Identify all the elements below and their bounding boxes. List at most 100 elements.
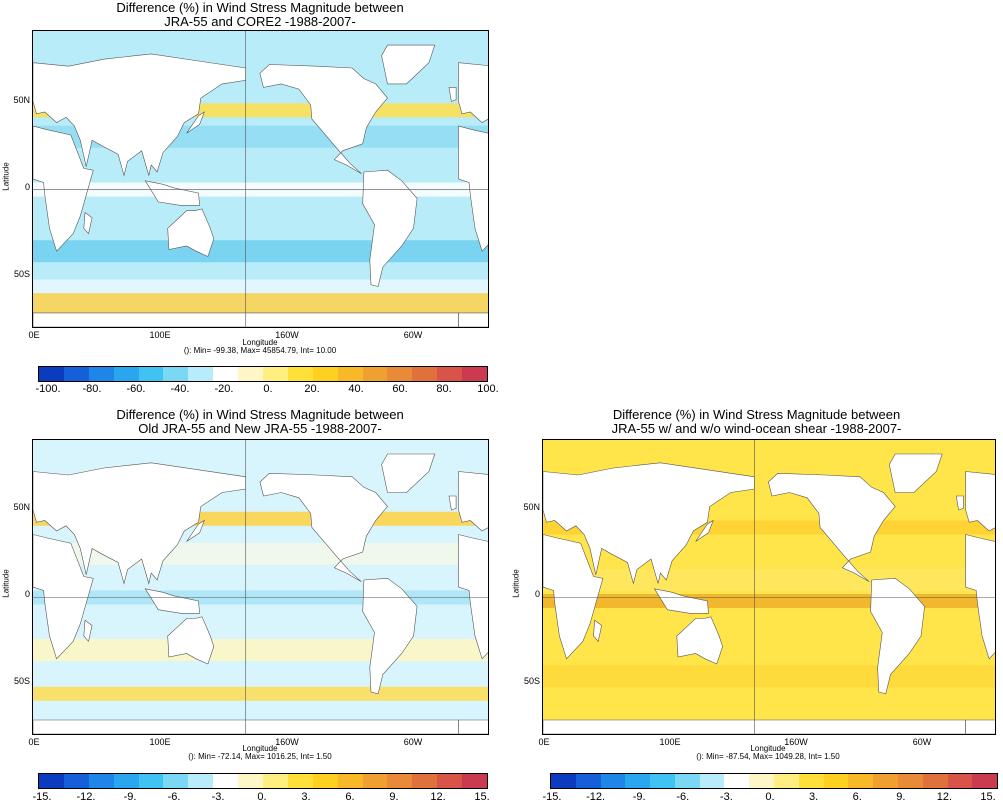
colorbar-swatch bbox=[362, 774, 388, 788]
land-greenland bbox=[381, 44, 436, 85]
colorbar-tick-label: 80. bbox=[436, 383, 452, 395]
colorbar-tick-label: -6. bbox=[676, 791, 690, 803]
land-africa bbox=[33, 125, 94, 252]
colorbar-swatch bbox=[113, 367, 139, 381]
land-africa bbox=[33, 534, 94, 660]
colorbar-tick-label: 3. bbox=[301, 791, 311, 803]
colorbar-tick-label: -20. bbox=[214, 383, 234, 395]
colorbar-swatch bbox=[650, 774, 675, 788]
map-shear bbox=[542, 439, 996, 735]
colorbar-swatch bbox=[263, 774, 288, 788]
colorbar-swatch bbox=[39, 774, 64, 788]
panel-title-line2: JRA-55 and CORE2 -1988-2007- bbox=[164, 14, 356, 29]
colorbar-swatch bbox=[774, 774, 799, 788]
colorbar-swatch bbox=[337, 774, 363, 788]
colorbar-swatch bbox=[699, 774, 725, 788]
colorbar-tick-label: 3. bbox=[809, 791, 819, 803]
xtick-60w: 60W bbox=[403, 737, 423, 747]
colorbar-swatch bbox=[88, 367, 114, 381]
land-namerica bbox=[259, 64, 388, 174]
land-samerica bbox=[362, 169, 418, 287]
colorbar-swatch bbox=[213, 774, 239, 788]
colorbar-swatch bbox=[798, 774, 824, 788]
colorbar-tick-label: 6. bbox=[852, 791, 862, 803]
colorbar-tick-label: 40. bbox=[348, 383, 364, 395]
panel-shear: Difference (%) in Wind Stress Magnitude … bbox=[510, 407, 1003, 807]
colorbar-swatch bbox=[238, 367, 264, 381]
land-japan bbox=[186, 519, 205, 542]
land-indonesia bbox=[653, 588, 709, 614]
land-antarctica bbox=[965, 719, 995, 734]
colorbar-tick-label: -12. bbox=[76, 791, 96, 803]
colorbar-swatch bbox=[848, 774, 874, 788]
land-uk bbox=[955, 495, 964, 511]
ytick-50s: 50S bbox=[13, 676, 30, 686]
colorbar-tick-label: -6. bbox=[167, 791, 181, 803]
ytick-50s: 50S bbox=[523, 676, 540, 686]
map-core2 bbox=[32, 30, 489, 328]
field-band bbox=[543, 569, 995, 591]
colorbar-swatch bbox=[823, 774, 849, 788]
colorbar-swatch bbox=[437, 774, 463, 788]
xtick-60w: 60W bbox=[403, 330, 423, 340]
xtick-0e: 0E bbox=[28, 737, 40, 747]
colorbar-tick-label: -3. bbox=[211, 791, 225, 803]
colorbar bbox=[38, 773, 488, 789]
colorbar-tick-label: 9. bbox=[389, 791, 399, 803]
colorbar bbox=[38, 366, 488, 382]
land-eurasia bbox=[458, 62, 488, 123]
colorbar-swatch bbox=[188, 774, 214, 788]
field-band bbox=[33, 240, 488, 263]
colorbar-tick-label: 12. bbox=[430, 791, 446, 803]
panel-title-line1: Difference (%) in Wind Stress Magnitude … bbox=[116, 0, 404, 15]
colorbar-tick-label: -40. bbox=[170, 383, 190, 395]
colorbar-swatch bbox=[337, 367, 363, 381]
colorbar-tick-label: -15. bbox=[542, 791, 562, 803]
land-japan bbox=[186, 111, 205, 134]
ytick-0: 0 bbox=[24, 589, 30, 599]
panel-title-line2: Old JRA-55 and New JRA-55 -1988-2007- bbox=[138, 421, 382, 436]
colorbar-swatch bbox=[600, 774, 626, 788]
xtick-100e: 100E bbox=[149, 330, 171, 340]
colorbar-tick-label: -60. bbox=[126, 383, 146, 395]
xtick-100e: 100E bbox=[659, 737, 681, 747]
stats-line: (): Min= -99.38, Max= 45854.79, Int= 10.… bbox=[183, 346, 337, 355]
colorbar-tick-label: 20. bbox=[304, 383, 320, 395]
land-eurasia bbox=[965, 471, 995, 532]
land-madagascar bbox=[83, 211, 93, 235]
land-africa bbox=[458, 125, 488, 252]
colorbar-swatch bbox=[873, 774, 898, 788]
colorbar-swatch bbox=[63, 367, 89, 381]
colorbar-swatch bbox=[163, 774, 189, 788]
map-oldnew bbox=[32, 439, 489, 735]
colorbar-swatch bbox=[188, 367, 214, 381]
colorbar-swatch bbox=[39, 367, 64, 381]
colorbar-swatch bbox=[897, 774, 923, 788]
land-uk bbox=[448, 87, 457, 102]
land-australia bbox=[167, 208, 215, 257]
land-namerica bbox=[768, 472, 896, 583]
colorbar bbox=[550, 773, 998, 789]
panel-core2: Difference (%) in Wind Stress Magnitude … bbox=[0, 0, 520, 400]
land-greenland bbox=[381, 453, 436, 493]
colorbar-swatch bbox=[972, 774, 998, 788]
colorbar-swatch bbox=[113, 774, 139, 788]
panel-oldnew: Difference (%) in Wind Stress Magnitude … bbox=[0, 407, 520, 807]
field-band bbox=[543, 665, 995, 688]
land-uk bbox=[448, 495, 457, 511]
field-band bbox=[543, 594, 995, 608]
colorbar-tick-label: 9. bbox=[896, 791, 906, 803]
colorbar-swatch bbox=[213, 367, 239, 381]
colorbar-swatch bbox=[63, 774, 89, 788]
colorbar-tick-label: -80. bbox=[82, 383, 102, 395]
colorbar-swatch bbox=[88, 774, 114, 788]
xtick-100e: 100E bbox=[149, 737, 171, 747]
colorbar-swatch bbox=[138, 774, 164, 788]
ytick-50n: 50N bbox=[523, 502, 540, 512]
colorbar-tick-label: -9. bbox=[632, 791, 646, 803]
land-madagascar bbox=[593, 619, 603, 642]
land-australia bbox=[676, 616, 723, 665]
ytick-0: 0 bbox=[24, 182, 30, 192]
colorbar-tick-label: 0. bbox=[263, 383, 273, 395]
colorbar-swatch bbox=[462, 774, 488, 788]
